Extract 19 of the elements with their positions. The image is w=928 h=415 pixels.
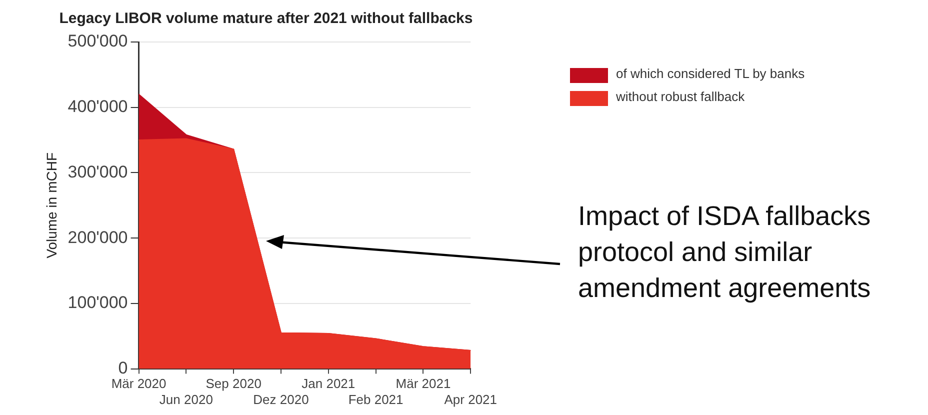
x-tick-label: Mär 2021 bbox=[396, 376, 451, 392]
text: Impact of ISDA fallbacks protocol and similar amendment agreements bbox=[578, 200, 872, 305]
y-axis-title: Volume in mCHF bbox=[43, 152, 60, 258]
x-tick-label: Jan 2021 bbox=[302, 376, 356, 392]
y-tick-label: 400'000 bbox=[68, 97, 128, 116]
chart-title: Legacy LIBOR volume mature after 2021 without fallbacks bbox=[59, 10, 473, 28]
legend-label: without robust fallback bbox=[616, 89, 746, 104]
x-tick-label: Mär 2020 bbox=[111, 376, 166, 392]
x-tick-label: Jun 2020 bbox=[159, 392, 213, 407]
x-tick-label: Sep 2020 bbox=[206, 376, 262, 392]
y-tick-label: 500'000 bbox=[68, 32, 128, 51]
x-tick-label: Dez 2020 bbox=[253, 392, 309, 407]
y-tick-label: 200'000 bbox=[68, 228, 128, 247]
x-tick-label: Apr 2021 bbox=[444, 392, 497, 407]
y-tick-label: 100'000 bbox=[68, 293, 128, 312]
y-tick-label: 0 bbox=[118, 358, 128, 378]
legend-label: of which considered TL by banks bbox=[616, 66, 806, 81]
y-tick-label: 300'000 bbox=[68, 162, 128, 182]
x-tick-label: Feb 2021 bbox=[348, 392, 404, 407]
